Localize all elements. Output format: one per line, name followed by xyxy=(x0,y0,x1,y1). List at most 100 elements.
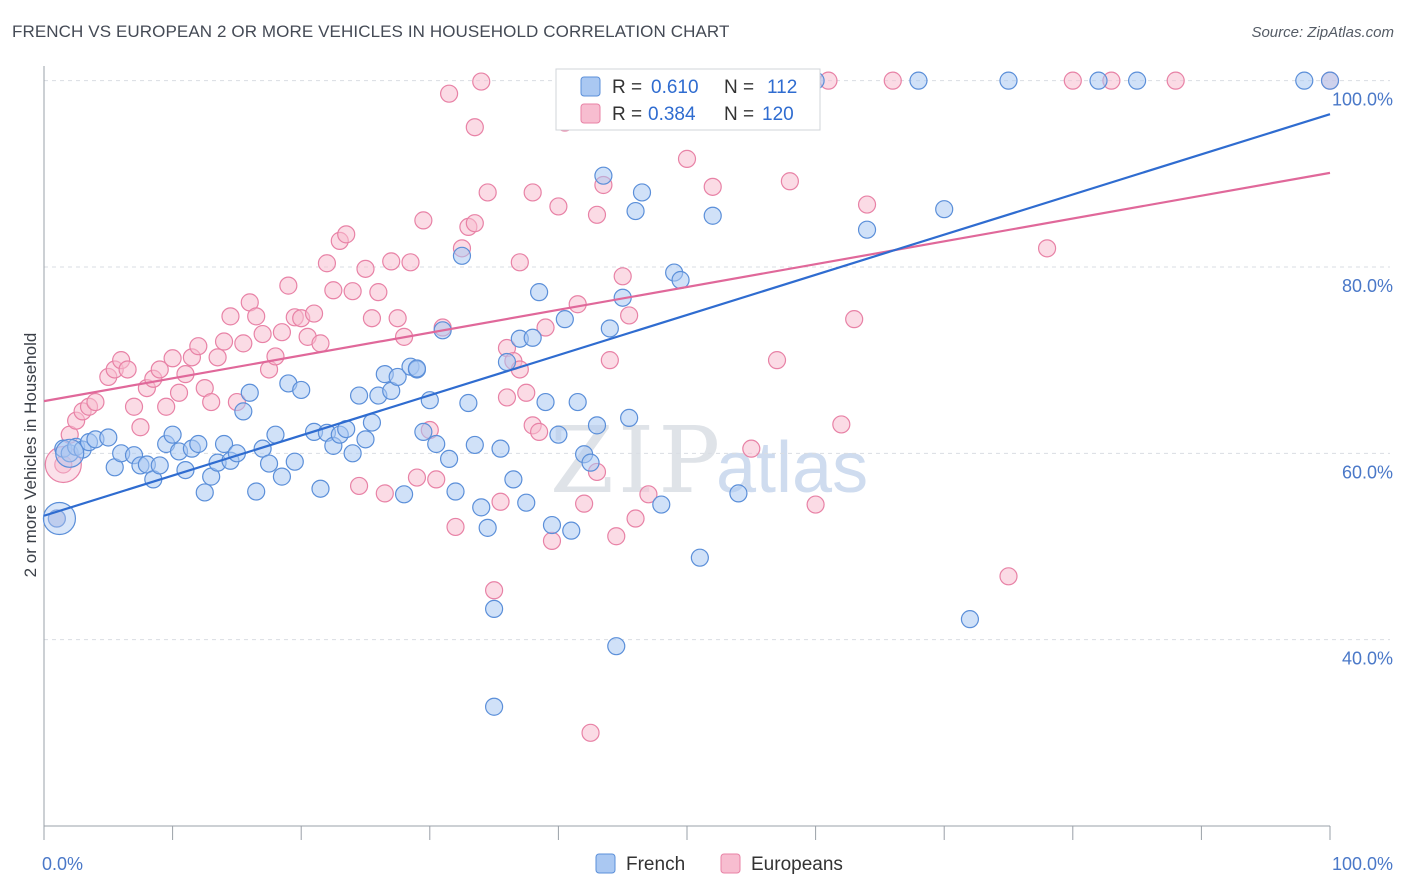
europeans-trend-line xyxy=(43,171,1331,403)
europeans-point xyxy=(549,197,568,216)
europeans-point xyxy=(362,309,382,328)
legend-europeans-swatch xyxy=(580,103,601,124)
europeans-point xyxy=(677,149,697,168)
chart-title: FRENCH VS EUROPEAN 2 OR MORE VEHICLES IN… xyxy=(12,22,730,41)
french-point xyxy=(472,498,491,517)
french-point xyxy=(163,425,182,444)
french-point xyxy=(150,456,169,475)
french-point xyxy=(414,422,433,441)
europeans-point xyxy=(337,225,356,244)
french-point xyxy=(1089,71,1108,90)
french-point xyxy=(542,515,562,535)
europeans-point xyxy=(189,337,208,356)
french-point xyxy=(594,166,613,185)
french-point xyxy=(632,183,652,202)
french-point xyxy=(1127,71,1147,90)
french-point xyxy=(690,548,709,567)
french-point xyxy=(478,518,497,537)
y-axis-label: 2 or more Vehicles in Household xyxy=(21,333,40,578)
europeans-point xyxy=(510,253,529,272)
europeans-point xyxy=(883,71,902,90)
europeans-point xyxy=(343,282,362,301)
europeans-point xyxy=(304,304,324,323)
europeans-point xyxy=(1037,239,1057,258)
europeans-point xyxy=(600,351,619,370)
europeans-point xyxy=(620,306,639,325)
europeans-point xyxy=(214,332,234,351)
europeans-point xyxy=(163,349,182,368)
europeans-point xyxy=(742,439,761,458)
legend-french-swatch xyxy=(580,76,601,97)
french-point xyxy=(497,352,517,372)
french-point xyxy=(42,501,77,536)
europeans-point xyxy=(806,495,825,514)
french-point xyxy=(356,430,375,449)
french-point xyxy=(452,246,472,265)
europeans-point xyxy=(266,347,285,366)
legend-french-r-value: 0.610 xyxy=(651,77,699,98)
french-point xyxy=(55,438,85,468)
french-trend-line xyxy=(43,113,1331,517)
europeans-point xyxy=(465,118,484,137)
series-legend: French Europeans xyxy=(595,853,843,875)
europeans-point xyxy=(542,531,562,550)
french-point xyxy=(1295,71,1314,90)
europeans-point xyxy=(279,276,298,295)
y-tick-label: 60.0% xyxy=(1342,462,1393,482)
french-point xyxy=(600,319,619,338)
legend-french-n-value: 112 xyxy=(767,77,797,98)
europeans-point xyxy=(523,183,542,202)
europeans-point xyxy=(780,172,799,191)
french-point xyxy=(530,283,549,302)
french-point xyxy=(909,71,928,90)
french-point xyxy=(523,328,542,347)
french-point xyxy=(407,359,427,378)
french-point xyxy=(240,383,259,402)
french-point xyxy=(1320,71,1340,90)
y-tick-label: 100.0% xyxy=(1332,90,1393,110)
europeans-point xyxy=(118,360,137,379)
europeans-point xyxy=(575,494,594,513)
x-tick-label-min: 0.0% xyxy=(42,854,83,874)
legend-europeans-r-value: 0.384 xyxy=(648,104,696,125)
europeans-point xyxy=(369,283,388,302)
french-point xyxy=(568,392,587,412)
europeans-point xyxy=(382,252,401,271)
french-point xyxy=(394,485,414,504)
stats-legend: R = 0.610 N = 112 R = 0.384 N = 120 xyxy=(555,68,821,131)
french-point xyxy=(671,270,690,290)
europeans-point xyxy=(234,334,253,353)
watermark-zip: ZIP xyxy=(550,407,724,514)
europeans-point xyxy=(845,310,864,329)
french-point xyxy=(549,425,568,444)
french-point xyxy=(311,479,330,498)
europeans-point xyxy=(767,351,787,370)
europeans-point xyxy=(536,318,555,337)
europeans-point xyxy=(613,267,632,286)
french-point xyxy=(195,483,214,502)
french-point xyxy=(388,367,407,387)
europeans-point xyxy=(581,723,600,742)
french-point xyxy=(176,460,195,480)
europeans-point xyxy=(530,422,549,441)
french-point xyxy=(703,206,722,225)
french-point xyxy=(935,200,954,219)
europeans-point xyxy=(832,415,851,434)
french-point xyxy=(349,386,369,405)
french-point xyxy=(562,521,581,540)
bottom-legend-europeans-swatch xyxy=(720,853,741,874)
europeans-point xyxy=(999,567,1018,586)
europeans-point xyxy=(131,418,150,437)
europeans-point xyxy=(491,492,510,511)
europeans-point xyxy=(157,397,176,416)
europeans-point xyxy=(472,72,491,91)
europeans-point xyxy=(485,581,504,600)
french-point xyxy=(259,454,279,473)
europeans-point xyxy=(356,259,375,278)
french-point xyxy=(285,452,304,471)
europeans-point xyxy=(446,517,465,537)
french-point xyxy=(857,220,877,239)
europeans-point xyxy=(253,324,272,344)
trend-lines xyxy=(43,113,1331,517)
europeans-point xyxy=(407,468,427,487)
